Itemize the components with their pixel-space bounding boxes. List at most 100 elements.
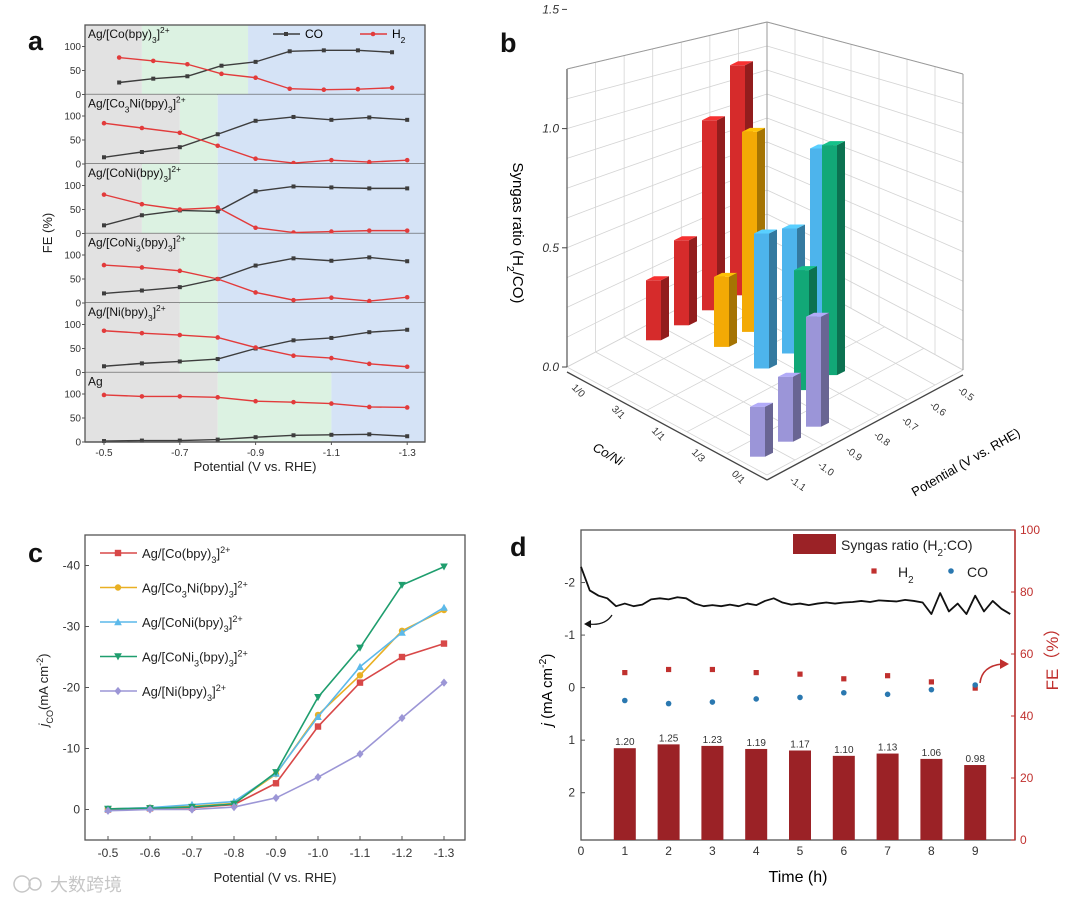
fe-co-point <box>753 696 759 702</box>
bar-value-label: 1.13 <box>878 743 898 754</box>
panel-letter: d <box>510 532 527 562</box>
legend-label: Ag/[Co(bpy)3]2+ <box>142 545 230 565</box>
bar-value-label: 1.23 <box>703 735 723 746</box>
h2-point <box>139 330 145 336</box>
label-part: Ag <box>88 375 103 389</box>
right-tick-label: 80 <box>1020 585 1034 599</box>
legend-h2-marker <box>370 31 376 37</box>
label-part: ] <box>168 166 171 180</box>
right-tick-label: 20 <box>1020 771 1034 785</box>
syngas-bar <box>789 750 811 840</box>
h2-point <box>253 290 258 295</box>
co-point <box>329 432 334 437</box>
data-point <box>356 662 364 670</box>
syngas-bar <box>701 745 724 840</box>
watermark-logo-icon <box>13 875 31 893</box>
grid-line <box>766 369 964 476</box>
x-tick-label: 8 <box>928 844 935 858</box>
data-point <box>146 805 154 814</box>
x-tick-label: 5 <box>797 844 804 858</box>
left-tick-label: 2 <box>568 786 575 800</box>
x-tick-label: -1.2 <box>392 846 413 860</box>
left-tick-label: -1 <box>564 628 575 642</box>
bar-front-face <box>754 233 769 369</box>
x-tick-label: 9 <box>972 844 979 858</box>
legend-marker <box>114 584 122 591</box>
region-blue <box>217 94 425 164</box>
y-tick-label: 50 <box>70 275 82 286</box>
data-point <box>356 749 364 759</box>
h2-point <box>215 143 220 149</box>
legend-co-marker <box>948 568 954 574</box>
co-point <box>355 48 360 53</box>
x-tick-label: -1.3 <box>399 448 417 459</box>
label-part: Ag/[Co(bpy) <box>88 27 152 41</box>
bar-3d <box>778 372 801 442</box>
legend-label: Ag/[Ni(bpy)3]2+ <box>142 683 226 703</box>
label-part: ] <box>212 684 216 699</box>
grid-line <box>766 21 964 75</box>
label-part: 2+ <box>237 580 247 590</box>
y-tick-label: 100 <box>64 320 81 331</box>
h2-point <box>139 265 145 270</box>
co-point <box>329 258 334 263</box>
co-point <box>139 288 144 293</box>
region-green <box>217 372 332 442</box>
bar-front-face <box>702 120 717 311</box>
h2-point <box>329 229 334 234</box>
y-tick-label: 0 <box>75 438 81 449</box>
co-point <box>177 359 182 364</box>
label-part: Ni(bpy) <box>129 97 168 111</box>
left-tick-label: -2 <box>564 576 575 590</box>
bar-value-label: 1.20 <box>615 737 635 748</box>
bar-value-label: 1.10 <box>834 745 854 756</box>
data-point <box>230 802 238 812</box>
subplot-label: Ag <box>88 375 103 389</box>
label-part: 3 <box>163 174 168 184</box>
bar-value-label: 1.19 <box>746 738 766 749</box>
fe-h2-point <box>797 671 803 677</box>
label-part: -2 <box>537 659 549 668</box>
bar-top-face <box>794 266 817 271</box>
bar-top-face <box>754 229 777 234</box>
syngas-bar <box>876 753 899 840</box>
fe-co-point <box>972 682 978 688</box>
h2-point <box>116 55 122 60</box>
label-part: 3 <box>168 244 173 254</box>
h2-point <box>329 355 334 361</box>
fe-h2-point <box>622 670 628 676</box>
y-tick-label: 100 <box>64 42 81 53</box>
fe-subplot: 0 50 100 Ag <box>64 372 425 449</box>
x-tick-label: 7 <box>884 844 891 858</box>
label-part: -2 <box>35 658 45 666</box>
label-part: 3 <box>125 105 130 115</box>
y-tick-label: 50 <box>70 66 82 77</box>
label-part: 3 <box>182 590 187 600</box>
fe-co-point <box>884 691 891 698</box>
co-point <box>102 291 106 296</box>
left-tick-label: 0 <box>568 681 575 695</box>
bar-top-face <box>822 141 845 146</box>
h2-point <box>215 205 220 210</box>
data-point <box>440 678 448 687</box>
co-point <box>117 80 122 85</box>
y-tick-label: 0 <box>75 90 81 101</box>
label-part: 3 <box>229 590 234 600</box>
y-tick-label: 50 <box>70 344 82 355</box>
label-part: Ag/[Ni(bpy) <box>88 305 148 319</box>
grid-line <box>766 189 964 282</box>
data-point <box>314 723 322 730</box>
bar-side-face <box>689 236 697 326</box>
label-part: Ag/[Co <box>142 581 182 596</box>
legend-bar-swatch <box>793 534 836 554</box>
bar-side-face <box>717 116 725 311</box>
label-part: 3 <box>136 244 141 254</box>
label-part: j <box>36 723 51 729</box>
co-point <box>287 49 292 54</box>
y-axis-label: FE (%) <box>40 213 55 253</box>
co-point <box>367 255 372 260</box>
h2-point <box>177 332 183 338</box>
label-part: ] <box>157 27 160 41</box>
label-part: Ag/[Ni(bpy) <box>142 684 207 699</box>
